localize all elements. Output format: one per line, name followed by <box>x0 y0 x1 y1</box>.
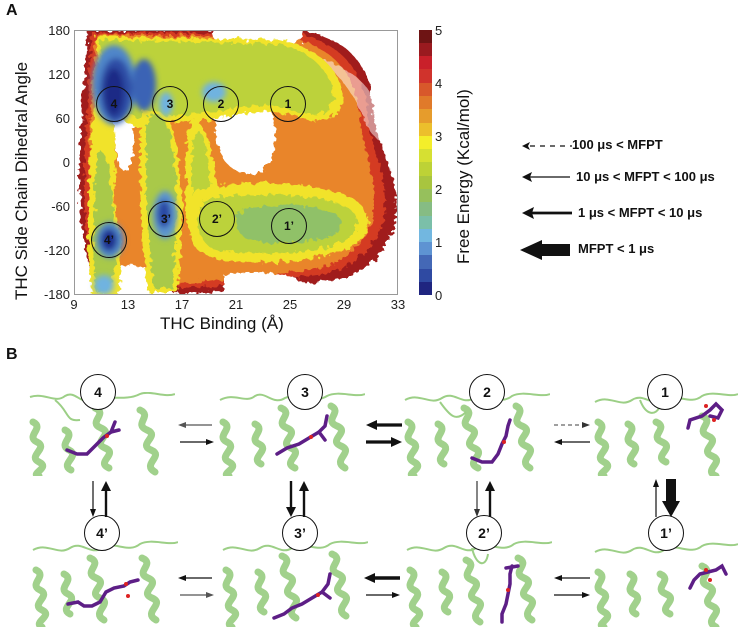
transition-arrows-3prime-2prime <box>364 573 400 598</box>
state-circle-3-prime: 3’ <box>148 201 184 237</box>
state-label: 3 <box>301 384 309 400</box>
y-tick: 0 <box>62 155 70 170</box>
legend-item: 10 μs < MFPT < 100 μs <box>576 169 715 184</box>
state-badge-1-prime: 1’ <box>648 515 684 551</box>
legend-item: 100 μs < MFPT <box>572 137 663 152</box>
colorbar-tick: 2 <box>435 182 443 197</box>
free-energy-heatmap: 4 3 2 1 4’ 3’ 2’ 1’ <box>74 30 398 295</box>
medium-arrow-icon <box>522 207 572 219</box>
mfpt-legend: 100 μs < MFPT 10 μs < MFPT < 100 μs 1 μs… <box>520 135 738 265</box>
state-label: 2’ <box>211 212 222 226</box>
snapshot-state-1-prime <box>590 540 738 627</box>
transition-arrows-4prime-3prime <box>178 575 214 598</box>
state-label: 1’ <box>660 525 672 541</box>
legend-item: MFPT < 1 μs <box>578 241 655 256</box>
y-tick: -60 <box>51 199 70 214</box>
state-circle-1-prime: 1’ <box>271 208 307 244</box>
transition-arrows-4-3 <box>178 422 214 445</box>
y-tick: 180 <box>48 23 70 38</box>
dashed-arrow-icon <box>522 142 572 150</box>
panel-a-label: A <box>6 2 18 19</box>
colorbar-tick: 5 <box>435 23 443 38</box>
snapshot-state-2 <box>400 392 550 476</box>
state-circle-4-prime: 4’ <box>91 222 127 258</box>
snapshot-state-1 <box>590 392 738 476</box>
legend-item: 1 μs < MFPT < 10 μs <box>578 205 703 220</box>
colorbar-tick: 4 <box>435 76 443 91</box>
state-badge-2: 2 <box>469 374 505 410</box>
state-badge-4: 4 <box>80 374 116 410</box>
y-axis-title: THC Side Chain Dihedral Angle <box>12 61 31 300</box>
state-circle-2: 2 <box>203 86 239 122</box>
x-tick: 9 <box>70 297 78 312</box>
state-label: 3’ <box>160 212 171 226</box>
state-badge-3-prime: 3’ <box>282 515 318 551</box>
state-label: 2 <box>217 97 225 111</box>
thin-arrow-icon <box>522 172 570 182</box>
colorbar-title: Free Energy (Kcal/mol) <box>454 89 473 264</box>
y-tick: 60 <box>55 111 70 126</box>
colorbar-tick: 1 <box>435 235 443 250</box>
x-tick: 13 <box>120 297 136 312</box>
state-label: 3 <box>166 97 174 111</box>
state-label: 1 <box>284 97 292 111</box>
state-circle-1: 1 <box>270 86 306 122</box>
state-badge-1: 1 <box>647 374 683 410</box>
transition-arrows-2prime-1prime <box>554 575 590 598</box>
state-label: 3’ <box>294 525 306 541</box>
x-tick: 25 <box>282 297 298 312</box>
x-tick: 33 <box>390 297 406 312</box>
state-circle-3: 3 <box>152 86 188 122</box>
state-badge-2-prime: 2’ <box>466 515 502 551</box>
transition-arrows-2-1 <box>554 422 590 445</box>
state-circle-2-prime: 2’ <box>199 201 235 237</box>
state-badge-4-prime: 4’ <box>84 515 120 551</box>
x-tick: 29 <box>336 297 352 312</box>
state-circle-4: 4 <box>96 86 132 122</box>
state-label: 4’ <box>96 525 108 541</box>
state-label: 4 <box>110 97 118 111</box>
snapshot-state-2-prime <box>402 540 552 627</box>
panel-b-label: B <box>6 346 18 363</box>
x-tick: 21 <box>228 297 244 312</box>
snapshot-state-3 <box>215 392 365 476</box>
state-label: 1’ <box>283 219 294 233</box>
x-axis-title: THC Binding (Å) <box>160 314 284 333</box>
transition-arrows-3-2 <box>366 420 402 447</box>
state-label: 2’ <box>478 525 490 541</box>
snapshot-state-4-prime <box>28 540 178 627</box>
state-label: 2 <box>483 384 491 400</box>
colorbar-tick: 0 <box>435 288 443 303</box>
x-tick: 17 <box>174 297 190 312</box>
colorbar-tick: 3 <box>435 129 443 144</box>
state-label: 1 <box>661 384 669 400</box>
snapshot-state-3-prime <box>218 540 368 627</box>
y-tick: -120 <box>43 243 70 258</box>
transition-arrows-2-2prime <box>474 481 495 517</box>
state-label: 4 <box>94 384 102 400</box>
transition-arrows-3-3prime <box>286 481 309 517</box>
state-label: 4’ <box>103 233 114 247</box>
transition-arrows-4-4prime <box>90 481 111 517</box>
thick-arrow-icon <box>520 240 570 260</box>
y-tick: -180 <box>43 287 70 302</box>
colorbar <box>419 30 432 295</box>
state-badge-3: 3 <box>287 374 323 410</box>
y-tick: 120 <box>48 67 70 82</box>
transition-arrows-1-1prime <box>653 479 680 517</box>
